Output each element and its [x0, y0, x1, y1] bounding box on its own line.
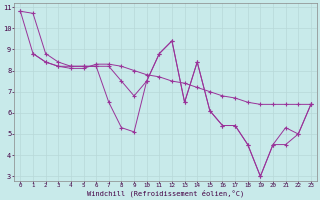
X-axis label: Windchill (Refroidissement éolien,°C): Windchill (Refroidissement éolien,°C): [87, 190, 244, 197]
